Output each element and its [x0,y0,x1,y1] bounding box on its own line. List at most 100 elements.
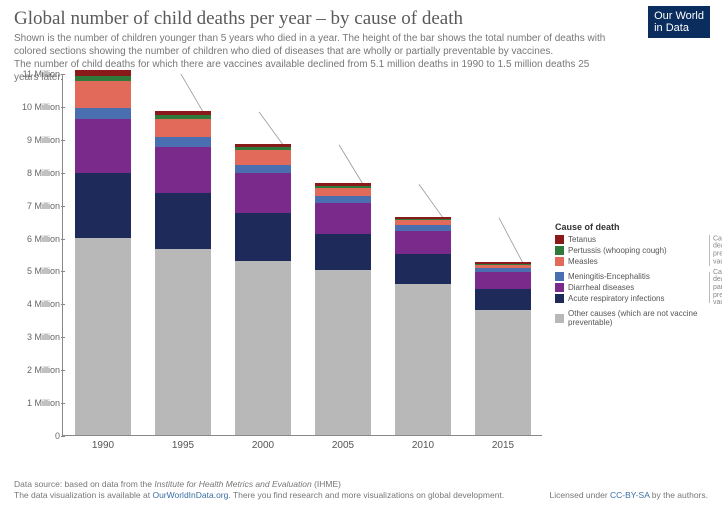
chart-area: 0 1 Million 2 Million 3 Million 4 Million 5 M… [14,74,554,454]
bar-segment-other [395,284,451,435]
legend-swatch [555,314,564,323]
bar-segment-other [75,238,131,435]
legend-item: Measles [555,257,705,266]
bar-segment-ari [155,193,211,249]
y-tick-label: 8 Million [14,168,60,178]
legend-group-label-2: Causes of deaths that are partly prevent… [709,268,722,306]
y-tick-label: 0 [14,431,60,441]
y-tick-label: 2 Million [14,365,60,375]
bar-2015 [475,262,531,435]
legend-swatch [555,272,564,281]
legend-label: Acute respiratory infections [568,294,665,303]
bar-segment-mening [235,165,291,173]
bar-2010 [395,217,451,435]
bar-segment-diarr [475,272,531,288]
legend-item: Pertussis (whooping cough) [555,246,705,255]
chart-subtitle-1: Shown is the number of children younger … [14,32,614,58]
legend-title: Cause of death [555,222,710,232]
bar-segment-other [315,270,371,435]
bar-segment-diarr [315,203,371,234]
bar-segment-tetanus [75,70,131,77]
x-tick-label: 2000 [252,440,274,451]
y-tick-label: 3 Million [14,332,60,342]
footer-link-license[interactable]: CC-BY-SA [610,490,649,500]
bar-segment-ari [475,289,531,310]
owid-logo: Our World in Data [648,6,710,38]
legend-swatch [555,283,564,292]
connector-line [419,184,443,218]
footer-text: by the authors. [649,490,708,500]
bar-2005 [315,183,371,435]
x-tick-label: 2015 [492,440,514,451]
x-tick-label: 1995 [172,440,194,451]
y-tick-label: 4 Million [14,299,60,309]
bar-segment-ari [395,254,451,284]
legend-label: Tetanus [568,235,596,244]
bar-segment-diarr [235,173,291,212]
footer-text: (IHME) [312,479,341,489]
bar-segment-ari [235,213,291,261]
legend-item: Tetanus [555,235,705,244]
logo-line2: in Data [654,22,704,34]
bar-segment-other [475,310,531,435]
bar-segment-mening [155,137,211,147]
x-tick-label: 2010 [412,440,434,451]
connector-line [179,74,203,112]
bar-segment-diarr [155,147,211,193]
y-tick-label: 11 Million [14,69,60,79]
connector-line [499,218,523,263]
plot-area: 199019952000200520102015 [62,74,542,436]
y-tick-label: 6 Million [14,234,60,244]
bar-segment-measles [75,81,131,107]
footer-line-1: Data source: based on data from the Inst… [14,479,708,490]
x-tick-label: 2005 [332,440,354,451]
y-tick-label: 1 Million [14,398,60,408]
chart-container: Our World in Data Global number of child… [0,0,722,505]
footer-text: . There you find research and more visua… [228,490,504,500]
legend-group-other: Other causes (which are not vaccine prev… [555,309,710,327]
connector-line [339,145,363,184]
footer-text: Licensed under [550,490,611,500]
bar-segment-other [155,249,211,435]
bar-segment-other [235,261,291,435]
footer-source: Institute for Health Metrics and Evaluat… [154,479,311,489]
legend-swatch [555,246,564,255]
y-tick-mark [61,436,65,437]
legend-label: Meningitis-Encephalitis [568,272,650,281]
legend-item: Acute respiratory infections [555,294,705,303]
connector-line [259,112,283,145]
legend-swatch [555,294,564,303]
legend-group-partly-preventable: Causes of deaths that are partly prevent… [555,272,710,303]
x-tick-label: 1990 [92,440,114,451]
legend-item: Meningitis-Encephalitis [555,272,705,281]
legend-label: Measles [568,257,598,266]
legend-group-label-1: Causes of deaths that are preventable by… [709,235,722,266]
bar-segment-diarr [395,231,451,254]
y-tick-label: 10 Million [14,102,60,112]
logo-line1: Our World [654,10,704,22]
bar-segment-measles [155,119,211,137]
y-tick-label: 7 Million [14,201,60,211]
bar-2000 [235,144,291,435]
legend: Cause of death Causes of deaths that are… [555,222,710,329]
bar-segment-mening [315,196,371,203]
legend-swatch [555,235,564,244]
footer: Data source: based on data from the Inst… [14,479,708,501]
bar-segment-ari [315,234,371,270]
legend-swatch [555,257,564,266]
legend-item: Other causes (which are not vaccine prev… [555,309,710,327]
y-tick-label: 5 Million [14,266,60,276]
footer-text: Data source: based on data from the [14,479,154,489]
footer-license: Licensed under CC-BY-SA by the authors. [550,490,708,501]
legend-label: Diarrheal diseases [568,283,634,292]
bar-segment-measles [315,188,371,196]
bar-segment-measles [235,150,291,165]
legend-label: Pertussis (whooping cough) [568,246,667,255]
y-tick-label: 9 Million [14,135,60,145]
bar-1995 [155,111,211,435]
chart-title: Global number of child deaths per year –… [14,8,708,30]
legend-label: Other causes (which are not vaccine prev… [568,309,710,327]
legend-group-preventable: Causes of deaths that are preventable by… [555,235,710,266]
footer-text: The data visualization is available at [14,490,152,500]
footer-link-owid[interactable]: OurWorldInData.org [152,490,228,500]
